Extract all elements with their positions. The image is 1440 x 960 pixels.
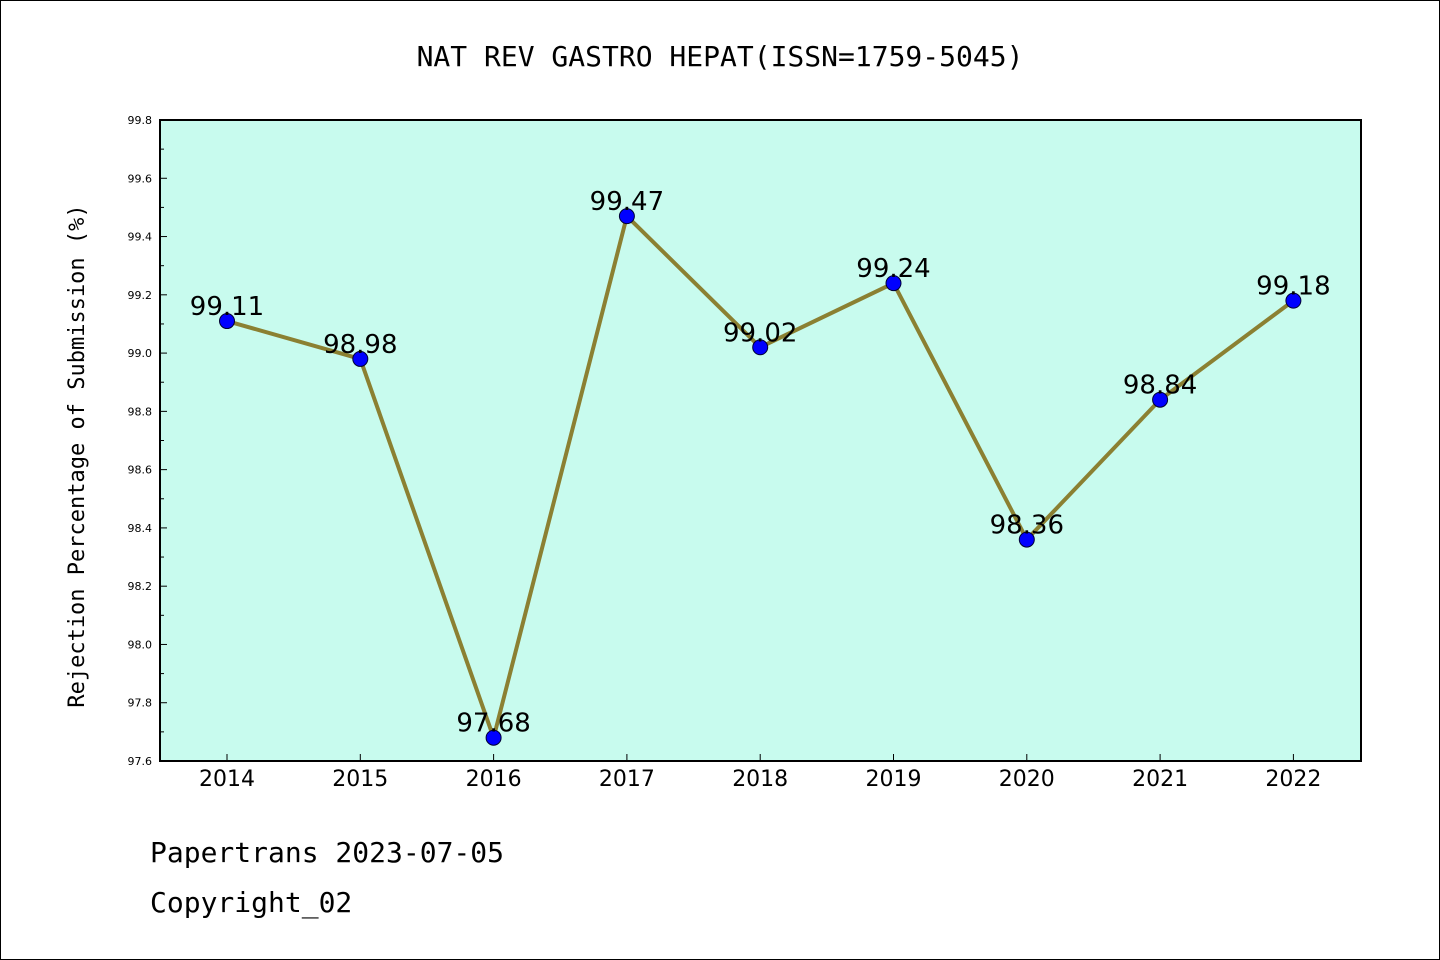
y-tick-label: 98.8 bbox=[128, 405, 153, 418]
y-tick-label: 99.6 bbox=[128, 172, 153, 185]
data-point bbox=[1285, 292, 1302, 309]
data-point bbox=[1152, 391, 1169, 408]
y-axis: 97.6 97.8 98.0 98.2 98.4 98.6 98.8 99.0 99.2 99.4… bbox=[128, 114, 167, 768]
data-label: 99.47 bbox=[590, 187, 664, 217]
y-tick-label: 97.8 bbox=[128, 697, 153, 710]
x-tick-label: 2014 bbox=[199, 767, 255, 792]
data-labels: 99.11 98.98 97.68 99.47 99.02 99.24 98.36 98.84… bbox=[190, 187, 1331, 739]
y-axis-label: Rejection Percentage of Submission (%) bbox=[65, 204, 90, 707]
data-point bbox=[618, 208, 635, 225]
data-label: 97.68 bbox=[456, 709, 530, 739]
data-point bbox=[485, 729, 502, 746]
data-point bbox=[219, 313, 235, 330]
chart-title: NAT REV GASTRO HEPAT(ISSN=1759-5045) bbox=[417, 40, 1024, 73]
data-label: 99.11 bbox=[190, 292, 264, 322]
footer-date: Papertrans 2023-07-05 bbox=[150, 836, 505, 869]
data-point bbox=[352, 350, 369, 367]
data-label: 99.02 bbox=[723, 318, 797, 348]
x-tick-label: 2018 bbox=[732, 767, 788, 792]
y-tick-label: 99.4 bbox=[128, 231, 153, 244]
x-tick-label: 2015 bbox=[332, 767, 388, 792]
x-tick-label: 2016 bbox=[466, 767, 522, 792]
y-tick-label: 98.2 bbox=[128, 580, 153, 593]
y-tick-label: 98.4 bbox=[128, 522, 153, 535]
data-label: 98.98 bbox=[323, 330, 397, 360]
y-tick-label: 99.2 bbox=[128, 289, 153, 302]
plot-border bbox=[159, 119, 1362, 762]
x-axis: 2014 2015 2016 2017 2018 2019 2020 2021 2022 bbox=[199, 754, 1321, 792]
footer-copyright: Copyright_02 bbox=[150, 886, 353, 919]
y-tick-label: 98.0 bbox=[128, 638, 153, 651]
plot-area bbox=[160, 120, 1361, 761]
data-point bbox=[885, 275, 902, 292]
data-point bbox=[752, 339, 769, 356]
y-tick-label: 99.8 bbox=[128, 114, 153, 127]
x-tick-label: 2020 bbox=[999, 767, 1055, 792]
data-label: 98.84 bbox=[1123, 371, 1197, 401]
x-tick-label: 2021 bbox=[1132, 767, 1188, 792]
x-tick-label: 2022 bbox=[1265, 767, 1321, 792]
data-point bbox=[1018, 531, 1035, 548]
x-tick-label: 2019 bbox=[866, 767, 922, 792]
y-tick-label: 97.6 bbox=[128, 755, 153, 768]
y-tick-label: 99.0 bbox=[128, 347, 153, 360]
y-tick-label: 98.6 bbox=[128, 464, 153, 477]
series-layer bbox=[219, 208, 1302, 746]
x-tick-label: 2017 bbox=[599, 767, 655, 792]
data-label: 98.36 bbox=[990, 511, 1064, 541]
data-label: 99.24 bbox=[856, 254, 930, 284]
data-label: 99.18 bbox=[1256, 272, 1330, 302]
